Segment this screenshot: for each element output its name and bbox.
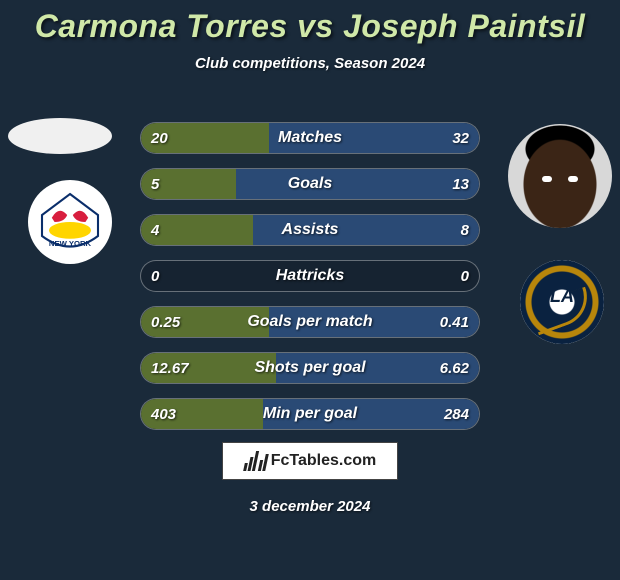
player2-club-logo: LA bbox=[520, 260, 604, 344]
svg-text:NEW YORK: NEW YORK bbox=[49, 239, 92, 248]
page-title: Carmona Torres vs Joseph Paintsil bbox=[0, 0, 620, 45]
player1-avatar bbox=[8, 118, 112, 154]
lagalaxy-logo-icon: LA bbox=[520, 260, 604, 344]
stat-label: Goals per match bbox=[141, 307, 479, 337]
stat-label: Hattricks bbox=[141, 261, 479, 291]
stat-label: Assists bbox=[141, 215, 479, 245]
stat-row: 513Goals bbox=[140, 168, 480, 200]
footer-date: 3 december 2024 bbox=[0, 498, 620, 515]
stats-table: 2032Matches 513Goals 48Assists 00Hattricks 0… bbox=[140, 122, 480, 444]
stat-label: Min per goal bbox=[141, 399, 479, 429]
stat-row: 00Hattricks bbox=[140, 260, 480, 292]
footer-brand: FcTables.com bbox=[222, 442, 398, 480]
stat-row: 0.250.41Goals per match bbox=[140, 306, 480, 338]
player1-club-logo: NEW YORK bbox=[28, 180, 112, 264]
stat-label: Shots per goal bbox=[141, 353, 479, 383]
fctables-bars-icon bbox=[244, 451, 267, 471]
stat-row: 48Assists bbox=[140, 214, 480, 246]
stat-label: Matches bbox=[141, 123, 479, 153]
redbull-logo-icon: NEW YORK bbox=[35, 187, 105, 257]
stat-label: Goals bbox=[141, 169, 479, 199]
page-subtitle: Club competitions, Season 2024 bbox=[0, 55, 620, 72]
player2-avatar bbox=[508, 124, 612, 228]
stat-row: 2032Matches bbox=[140, 122, 480, 154]
stat-row: 403284Min per goal bbox=[140, 398, 480, 430]
footer-brand-text: FcTables.com bbox=[271, 452, 377, 470]
stat-row: 12.676.62Shots per goal bbox=[140, 352, 480, 384]
